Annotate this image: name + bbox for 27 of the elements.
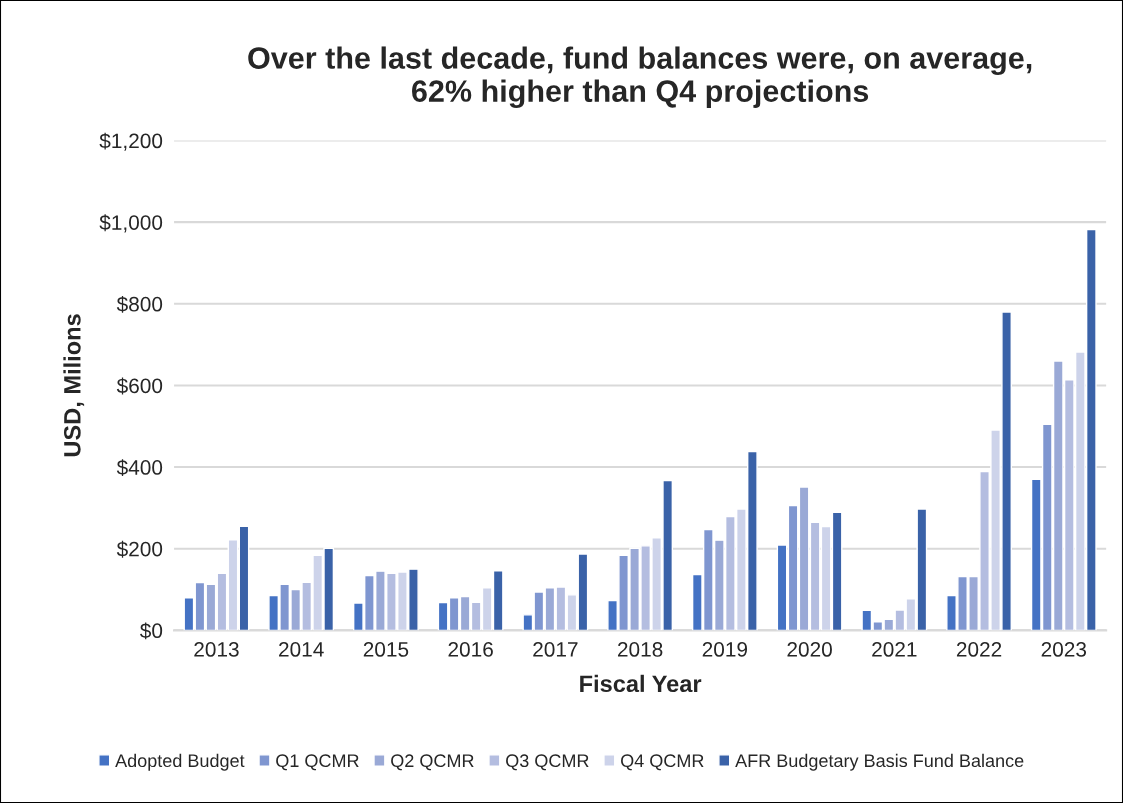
x-axis-title: Fiscal Year	[580, 674, 702, 693]
y-tick-label: $200	[116, 540, 163, 558]
y-tick-label: $0	[140, 622, 163, 640]
x-tick-label: 2020	[787, 642, 832, 657]
legend-label: Adopted Budget	[115, 753, 245, 771]
chart-title: Over the last decade, fund balances were, on average, 62% higher than Q4 projections	[248, 46, 1032, 109]
x-tick-label: 2021	[872, 642, 917, 657]
legend-label: Q1 QCMR	[276, 754, 359, 771]
x-tick-label: 2016	[448, 642, 493, 657]
x-tick-label: 2013	[194, 642, 239, 657]
y-tick-label: $600	[116, 377, 163, 395]
legend-label: Q3 QCMR	[506, 754, 589, 771]
y-tick-label: $800	[116, 295, 163, 313]
legend-label: AFR Budgetary Basis Fund Balance	[735, 753, 1024, 771]
x-tick-label: 2017	[533, 642, 578, 657]
y-tick-label: $400	[116, 459, 163, 477]
y-axis-title: USD, Milions	[63, 314, 85, 457]
x-tick-label: 2018	[617, 642, 663, 657]
x-tick-label: 2014	[279, 642, 324, 657]
y-tick-label: $1,000	[99, 214, 163, 233]
x-tick-label: 2015	[363, 642, 409, 657]
legend-label: Q2 QCMR	[391, 754, 474, 771]
x-tick-label: 2023	[1041, 642, 1087, 657]
x-tick-label: 2022	[956, 642, 1002, 657]
legend-label: Q4 QCMR	[621, 754, 704, 771]
y-tick-label: $1,200	[99, 132, 163, 151]
x-tick-label: 2019	[702, 642, 748, 657]
